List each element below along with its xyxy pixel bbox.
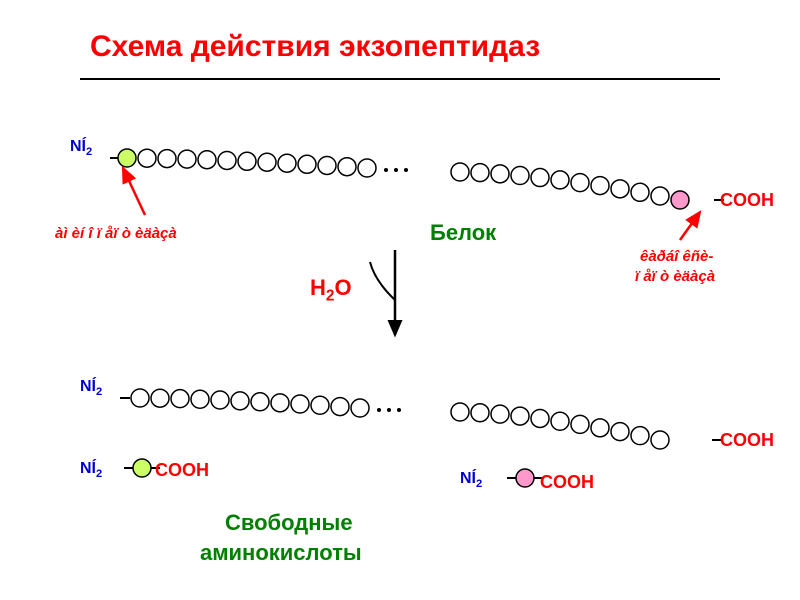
- free-n-circle: [133, 459, 151, 477]
- protein-chain-bottom: [120, 389, 722, 449]
- n-terminal-circle: [118, 149, 136, 167]
- c-terminal-circle: [671, 191, 689, 209]
- protein-chain-top: [110, 149, 724, 209]
- label-belok: Белок: [430, 220, 496, 246]
- label-nh2_a: NÍ2: [70, 138, 92, 158]
- free-c-circle: [516, 469, 534, 487]
- label-cooh_d: COOH: [540, 472, 594, 493]
- enzyme-arrows: [123, 168, 700, 240]
- label-carboxy1: êàðáî êñè-: [640, 248, 713, 265]
- label-carboxy2: ï åï ò èäàçà: [635, 268, 715, 285]
- label-cooh_b: COOH: [720, 430, 774, 451]
- label-nh2_c: NÍ2: [80, 460, 102, 480]
- label-nh2_b: NÍ2: [80, 378, 102, 398]
- carboxypeptidase-arrow: [680, 212, 700, 240]
- label-free2: аминокислоты: [200, 540, 362, 566]
- label-amino: àì èí î ï åï ò èäàçà: [55, 225, 177, 242]
- reaction-arrow: [370, 250, 395, 335]
- label-cooh_c: COOH: [155, 460, 209, 481]
- label-free1: Свободные: [225, 510, 353, 536]
- label-h2o: H2O: [310, 275, 352, 305]
- aminopeptidase-arrow: [123, 168, 145, 215]
- label-cooh_a: COOH: [720, 190, 774, 211]
- diagram-svg: [0, 0, 800, 600]
- label-nh2_d: NÍ2: [460, 470, 482, 490]
